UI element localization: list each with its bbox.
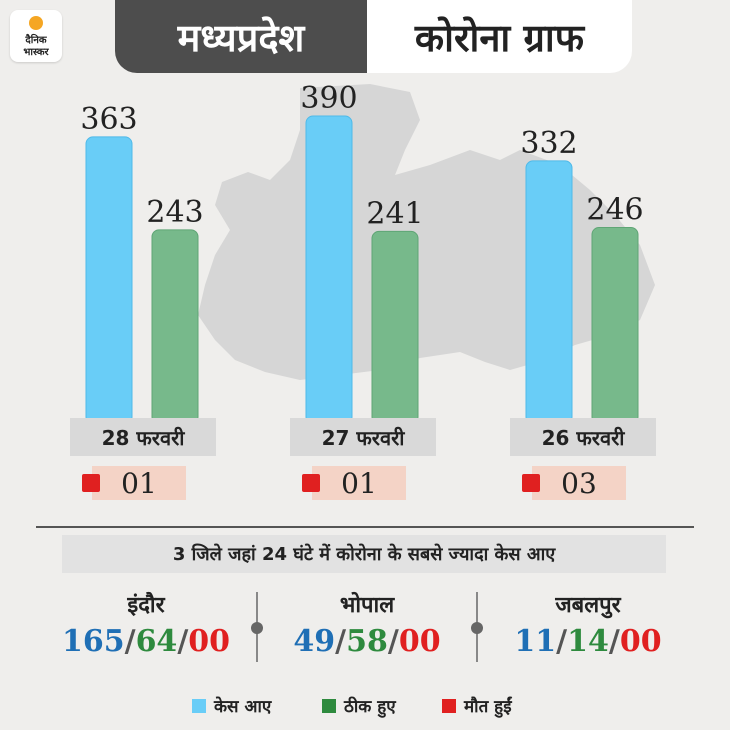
district-cases: 165 <box>61 624 125 659</box>
death-marker-icon <box>82 474 100 492</box>
district-values: 11/14/00 <box>478 624 698 659</box>
district-bhopal: भोपाल 49/58/00 <box>257 590 477 659</box>
bar-value-label: 363 <box>80 102 137 137</box>
separator: / <box>556 624 568 659</box>
district-subheading: 3 जिले जहां 24 घंटे में कोरोना के सबसे ज… <box>62 535 666 573</box>
district-values: 165/64/00 <box>36 624 256 659</box>
legend-label: ठीक हुए <box>344 697 396 717</box>
date-label-1: 28 फरवरी <box>70 418 216 456</box>
district-deaths: 00 <box>398 624 441 659</box>
death-marker-icon <box>302 474 320 492</box>
district-indore: इंदौर 165/64/00 <box>36 590 256 659</box>
death-count-2: 01 <box>302 466 406 500</box>
district-recovered: 64 <box>135 624 178 659</box>
district-values: 49/58/00 <box>257 624 477 659</box>
legend-label: केस आए <box>214 697 272 717</box>
bar-value-label: 243 <box>146 195 203 230</box>
legend-recovered: ठीक हुए <box>322 694 396 717</box>
sun-icon <box>29 16 43 30</box>
logo-line-1: दैनिक <box>25 35 47 46</box>
death-value: 01 <box>121 466 157 500</box>
section-divider <box>36 526 694 528</box>
bar-recovered-2 <box>371 230 419 425</box>
district-cases: 11 <box>514 624 557 659</box>
district-deaths: 00 <box>188 624 231 659</box>
death-value: 03 <box>561 466 597 500</box>
bar-value-label: 241 <box>366 196 423 231</box>
death-value: 01 <box>341 466 377 500</box>
bar-recovered-3 <box>591 227 639 425</box>
separator: / <box>177 624 189 659</box>
district-name: जबलपुर <box>555 593 621 618</box>
district-name: भोपाल <box>339 593 395 618</box>
legend-swatch-cases <box>192 698 206 713</box>
separator: / <box>608 624 620 659</box>
date-label-3: 26 फरवरी <box>510 418 656 456</box>
death-count-1: 01 <box>82 466 186 500</box>
separator: / <box>387 624 399 659</box>
bar-value-label: 390 <box>300 81 357 116</box>
header-topic: कोरोना ग्राफ <box>367 0 632 73</box>
logo-line-2: भास्कर <box>23 47 49 58</box>
district-name: इंदौर <box>127 593 165 618</box>
district-cases: 49 <box>293 624 336 659</box>
district-recovered: 14 <box>567 624 609 659</box>
legend-cases: केस आए <box>192 694 271 717</box>
bar-recovered-1 <box>151 229 199 425</box>
bar-cases-3 <box>525 160 573 425</box>
legend-swatch-recovered <box>322 698 336 713</box>
district-recovered: 58 <box>346 624 388 659</box>
separator-knob <box>251 622 263 634</box>
dainik-bhaskar-logo: दैनिक भास्कर <box>10 10 62 62</box>
legend-swatch-deaths <box>442 698 456 713</box>
legend-deaths: मौत हुईं <box>442 694 512 717</box>
district-separator <box>471 592 483 662</box>
bar-cases-1 <box>85 136 133 425</box>
bar-value-label: 246 <box>586 193 643 228</box>
death-marker-icon <box>522 474 540 492</box>
separator: / <box>124 624 136 659</box>
bar-cases-2 <box>305 115 353 425</box>
death-count-3: 03 <box>522 466 626 500</box>
bar-value-label: 332 <box>520 126 577 161</box>
legend-label: मौत हुईं <box>464 697 512 717</box>
district-jabalpur: जबलपुर 11/14/00 <box>478 590 698 659</box>
separator: / <box>335 624 347 659</box>
separator-knob <box>471 622 483 634</box>
district-separator <box>251 592 263 662</box>
district-deaths: 00 <box>619 624 662 659</box>
date-label-2: 27 फरवरी <box>290 418 436 456</box>
header-state: मध्यप्रदेश <box>115 0 367 73</box>
